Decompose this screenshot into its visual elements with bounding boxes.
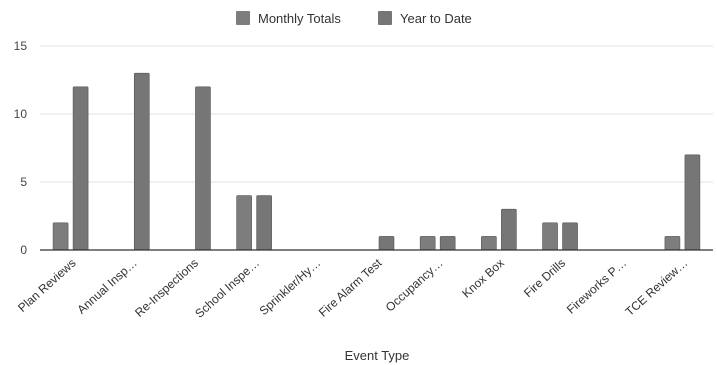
bar-year-to-date-tce-review[interactable]: [684, 154, 701, 251]
bar-year-to-date-fire-drills[interactable]: [562, 222, 578, 251]
x-tick-label: Sprinkler/Hy…: [256, 256, 323, 318]
bar-year-to-date-occupancy[interactable]: [439, 236, 456, 251]
grid-lines: [40, 45, 713, 183]
bar-monthly-totals-school-inspe[interactable]: [236, 195, 252, 251]
x-tick-label: TCE Review…: [623, 256, 691, 319]
x-tick-label: Fire Drills: [521, 256, 568, 300]
bar-monthly-totals-occupancy[interactable]: [419, 236, 436, 251]
legend-item-year-to-date[interactable]: Year to Date: [378, 11, 472, 26]
bar-year-to-date-fire-alarm-test[interactable]: [378, 236, 395, 251]
bar-year-to-date-school-inspe[interactable]: [256, 195, 272, 251]
x-axis-title: Event Type: [345, 348, 410, 363]
x-tick-label: School Inspe…: [192, 256, 262, 321]
y-axis-tick-labels: 0 5 10 15: [14, 39, 28, 257]
legend-label-year-to-date: Year to Date: [400, 11, 472, 26]
y-tick-label: 15: [14, 39, 28, 53]
legend-label-monthly-totals: Monthly Totals: [258, 11, 341, 26]
bar-monthly-totals-tce-review[interactable]: [664, 236, 681, 251]
bar-year-to-date-plan-reviews[interactable]: [72, 86, 89, 251]
x-tick-label: Occupancy…: [383, 256, 446, 315]
bar-year-to-date-annual-insp[interactable]: [133, 72, 150, 251]
y-tick-label: 0: [20, 243, 27, 257]
bar-monthly-totals-knox-box[interactable]: [481, 236, 497, 251]
bar-year-to-date-knox-box[interactable]: [501, 208, 517, 251]
x-tick-label: Knox Box: [459, 256, 507, 301]
bars: [52, 72, 701, 251]
legend: Monthly Totals Year to Date: [236, 11, 472, 26]
y-tick-label: 10: [14, 107, 28, 121]
x-tick-label: Re-Inspections: [132, 256, 201, 320]
x-tick-label: Fireworks P…: [564, 256, 629, 317]
x-tick-label: Fire Alarm Test: [316, 255, 385, 319]
bar-year-to-date-re-inspections[interactable]: [195, 86, 211, 251]
legend-swatch-monthly-totals: [236, 11, 250, 25]
bar-monthly-totals-plan-reviews[interactable]: [52, 222, 69, 251]
y-tick-label: 5: [20, 175, 27, 189]
legend-item-monthly-totals[interactable]: Monthly Totals: [236, 11, 341, 26]
legend-swatch-year-to-date: [378, 11, 392, 25]
bar-monthly-totals-fire-drills[interactable]: [542, 222, 558, 251]
x-tick-label: Annual Insp…: [74, 256, 139, 317]
x-tick-label: Plan Reviews: [15, 256, 78, 315]
